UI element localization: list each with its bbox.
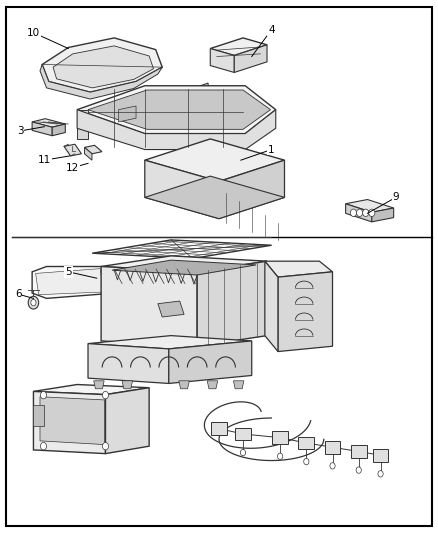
Circle shape [369, 209, 375, 216]
Polygon shape [179, 381, 189, 389]
Text: 9: 9 [392, 192, 399, 203]
Polygon shape [33, 391, 106, 454]
Polygon shape [32, 122, 52, 136]
Polygon shape [119, 106, 136, 122]
Polygon shape [265, 261, 332, 277]
Text: 10: 10 [27, 28, 40, 38]
Circle shape [304, 458, 309, 465]
Polygon shape [88, 336, 252, 349]
Polygon shape [346, 204, 372, 222]
Circle shape [40, 391, 46, 399]
Polygon shape [33, 405, 44, 426]
Polygon shape [106, 387, 149, 454]
Polygon shape [145, 176, 285, 219]
Polygon shape [88, 90, 271, 130]
Circle shape [28, 296, 39, 309]
Circle shape [40, 442, 46, 450]
Text: 4: 4 [268, 25, 275, 35]
Polygon shape [346, 199, 394, 212]
Circle shape [102, 391, 109, 399]
Polygon shape [351, 445, 367, 458]
Polygon shape [219, 160, 285, 219]
Polygon shape [234, 45, 267, 72]
Circle shape [356, 467, 361, 473]
Polygon shape [64, 144, 81, 156]
Circle shape [357, 209, 363, 216]
Polygon shape [32, 266, 106, 298]
Text: 5: 5 [65, 267, 72, 277]
Polygon shape [85, 146, 102, 154]
Polygon shape [211, 422, 227, 435]
Circle shape [240, 449, 246, 456]
Polygon shape [92, 240, 272, 259]
Polygon shape [112, 260, 256, 275]
Polygon shape [77, 86, 276, 134]
Polygon shape [210, 38, 267, 55]
Polygon shape [52, 124, 65, 136]
Polygon shape [122, 381, 133, 389]
Polygon shape [372, 208, 394, 222]
Text: 3: 3 [17, 126, 24, 136]
Polygon shape [94, 381, 104, 389]
Polygon shape [40, 64, 162, 99]
Text: 11: 11 [38, 155, 51, 165]
Polygon shape [33, 384, 149, 394]
Polygon shape [77, 110, 276, 150]
Circle shape [31, 300, 36, 306]
Polygon shape [169, 341, 252, 383]
Polygon shape [272, 431, 288, 444]
Circle shape [378, 471, 383, 477]
Circle shape [102, 442, 109, 450]
Polygon shape [193, 83, 208, 106]
Circle shape [350, 209, 357, 216]
Polygon shape [158, 301, 184, 317]
Circle shape [363, 209, 369, 216]
Circle shape [278, 453, 283, 459]
Polygon shape [101, 266, 197, 346]
Polygon shape [88, 344, 169, 383]
Polygon shape [6, 237, 432, 526]
Polygon shape [233, 381, 244, 389]
Polygon shape [210, 49, 234, 72]
Polygon shape [207, 381, 218, 389]
Polygon shape [42, 38, 162, 92]
Polygon shape [373, 449, 389, 462]
Polygon shape [101, 256, 267, 272]
Polygon shape [32, 119, 65, 127]
Text: 6: 6 [15, 289, 21, 299]
Text: 1: 1 [268, 144, 275, 155]
Polygon shape [53, 46, 153, 88]
Polygon shape [235, 427, 251, 440]
Polygon shape [40, 397, 105, 445]
Polygon shape [166, 91, 182, 114]
Polygon shape [12, 12, 374, 237]
Polygon shape [145, 139, 285, 181]
Polygon shape [35, 269, 103, 295]
Polygon shape [325, 441, 340, 454]
Polygon shape [85, 148, 92, 160]
Polygon shape [77, 110, 88, 139]
Polygon shape [197, 261, 267, 346]
Polygon shape [265, 261, 278, 352]
Text: 12: 12 [66, 163, 79, 173]
Polygon shape [278, 272, 332, 352]
Polygon shape [298, 437, 314, 449]
Polygon shape [145, 160, 219, 219]
Polygon shape [6, 7, 432, 526]
Circle shape [330, 463, 335, 469]
